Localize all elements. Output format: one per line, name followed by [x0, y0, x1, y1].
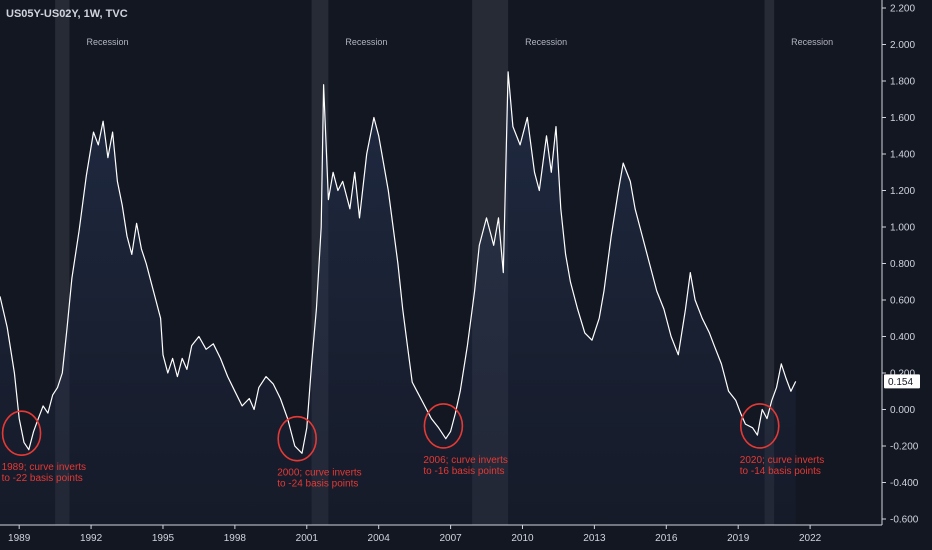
y-tick-label: 0.400 [890, 332, 915, 343]
inversion-circle [423, 403, 464, 449]
y-tick-label: 1.200 [890, 186, 915, 197]
annotation-text: to -22 basis points [2, 473, 83, 484]
annotation-text: to -24 basis points [277, 479, 358, 490]
recession-label: Recession [345, 37, 387, 47]
recession-label: Recession [525, 37, 567, 47]
x-tick-label: 1992 [80, 533, 103, 544]
annotation-text: 2000; curve inverts [277, 468, 362, 479]
x-tick-label: 1995 [152, 533, 175, 544]
chart-title: US05Y-US02Y, 1W, TVC [6, 8, 128, 20]
x-tick-label: 1989 [8, 533, 31, 544]
y-tick-label: 2.000 [890, 40, 915, 51]
x-tick-label: 1998 [224, 533, 247, 544]
y-tick-label: -0.600 [890, 515, 919, 526]
y-tick-label: 1.800 [890, 77, 915, 88]
annotation-text: to -16 basis points [423, 466, 504, 477]
series-line [0, 71, 797, 454]
recession-label: Recession [87, 37, 129, 47]
x-tick-label: 2016 [655, 533, 678, 544]
inversion-circle [1, 410, 42, 457]
x-tick-label: 2007 [439, 533, 462, 544]
x-tick-label: 2022 [799, 533, 822, 544]
y-tick-label: 1.600 [890, 113, 915, 124]
y-axis-background [882, 0, 932, 550]
recession-label: Recession [791, 37, 833, 47]
series-area [0, 71, 796, 526]
y-tick-label: 1.400 [890, 150, 915, 161]
annotation-text: 2020; curve inverts [740, 455, 825, 466]
annotation-text: 1989; curve inverts [2, 462, 87, 473]
y-tick-label: 0.000 [890, 405, 915, 416]
y-tick-label: 0.600 [890, 296, 915, 307]
recession-band [764, 0, 775, 525]
x-tick-label: 2013 [583, 533, 606, 544]
x-tick-label: 2019 [727, 533, 750, 544]
x-tick-label: 2001 [296, 533, 319, 544]
last-value-marker [884, 374, 920, 389]
x-axis-background [0, 525, 932, 550]
x-tick-label: 2010 [511, 533, 534, 544]
y-tick-label: 1.000 [890, 223, 915, 234]
annotation-text: to -14 basis points [740, 466, 821, 477]
last-value-label: 0.154 [888, 377, 913, 388]
inversion-circle [277, 415, 317, 462]
y-tick-label: 0.200 [890, 369, 915, 380]
x-tick-label: 2004 [368, 533, 391, 544]
y-tick-label: -0.400 [890, 478, 919, 489]
inversion-circle [739, 403, 780, 449]
y-tick-label: -0.200 [890, 442, 919, 453]
y-tick-label: 2.200 [890, 4, 915, 15]
y-tick-label: 0.800 [890, 259, 915, 270]
annotation-text: 2006; curve inverts [423, 455, 508, 466]
